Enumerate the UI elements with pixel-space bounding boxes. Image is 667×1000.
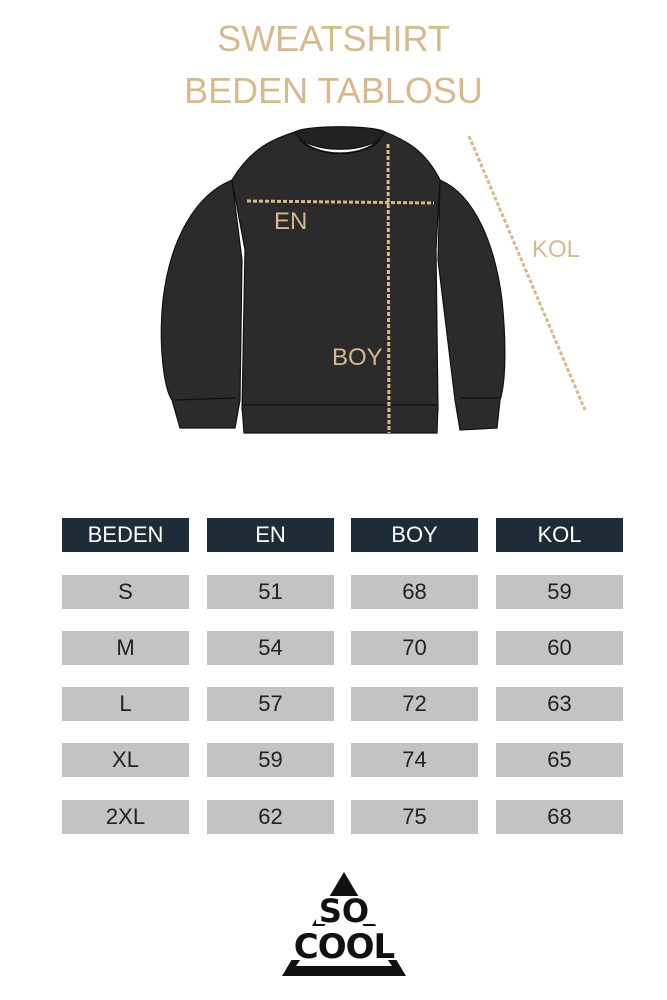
kol-measure-line [467, 135, 587, 411]
title-line-2: BEDEN TABLOSU [184, 70, 483, 111]
en-measure-line [246, 199, 435, 205]
cell-boy: 72 [351, 687, 478, 721]
cell-en: 54 [207, 631, 334, 665]
svg-text:SO: SO [319, 892, 369, 930]
collar [294, 126, 386, 150]
cell-en: 62 [207, 800, 334, 834]
cell-kol: 65 [496, 743, 623, 777]
cell-kol: 59 [496, 575, 623, 609]
svg-text:COOL: COOL [294, 927, 395, 967]
header-en: EN [207, 518, 334, 552]
cell-boy: 74 [351, 743, 478, 777]
hem [241, 404, 439, 434]
so-cool-logo: SO COOL [282, 872, 410, 976]
cell-en: 51 [207, 575, 334, 609]
cell-size: M [62, 631, 189, 665]
header-beden: BEDEN [62, 518, 189, 552]
en-label: EN [274, 208, 308, 235]
sweatshirt-diagram [160, 126, 587, 434]
cell-size: 2XL [62, 800, 189, 834]
right-sleeve [437, 179, 506, 431]
title-line-1: SWEATSHIRT [217, 18, 450, 59]
left-sleeve [160, 179, 243, 429]
cell-size: S [62, 575, 189, 609]
header-boy: BOY [351, 518, 478, 552]
cell-kol: 63 [496, 687, 623, 721]
cell-size: L [62, 687, 189, 721]
kol-label: KOL [532, 236, 581, 263]
header-kol: KOL [496, 518, 623, 552]
cell-boy: 68 [351, 575, 478, 609]
cell-size: XL [62, 743, 189, 777]
cell-kol: 68 [496, 800, 623, 834]
cell-kol: 60 [496, 631, 623, 665]
boy-label: BOY [332, 344, 383, 371]
cell-en: 57 [207, 687, 334, 721]
cell-boy: 70 [351, 631, 478, 665]
cell-boy: 75 [351, 800, 478, 834]
cell-en: 59 [207, 743, 334, 777]
boy-measure-line [386, 143, 391, 434]
